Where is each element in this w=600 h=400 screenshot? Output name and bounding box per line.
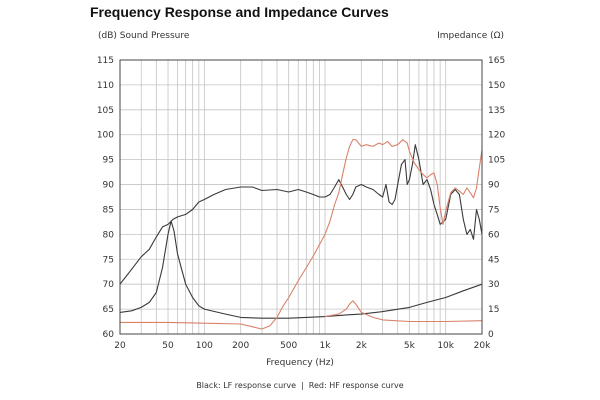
y-left-tick-label: 75 — [103, 255, 114, 265]
series-line-4 — [324, 300, 483, 323]
y-right-tick-label: 120 — [488, 131, 505, 141]
y-left-tick-label: 110 — [97, 81, 114, 91]
y-left-tick-label: 80 — [103, 230, 115, 240]
y-left-tick-label: 90 — [103, 181, 115, 191]
left-axis-label: (dB) Sound Pressure — [98, 31, 190, 41]
y-right-tick-label: 105 — [488, 156, 505, 166]
legend-black-entry: Black: LF response curve — [196, 381, 297, 390]
x-tick-label: 100 — [196, 341, 213, 351]
y-right-tick-label: 60 — [488, 230, 500, 240]
x-tick-label: 5k — [404, 341, 416, 351]
legend-caption: Black: LF response curve | Red: HF respons… — [0, 381, 600, 390]
y-left-tick-label: 85 — [103, 205, 114, 215]
series-line-3 — [120, 139, 483, 330]
x-axis-label: Frequency (Hz) — [266, 358, 334, 368]
y-left-tick-label: 60 — [103, 330, 115, 340]
x-tick-label: 200 — [232, 341, 249, 351]
series-line-2 — [119, 220, 483, 319]
x-tick-label: 50 — [162, 341, 174, 351]
x-tick-label: 500 — [280, 341, 297, 351]
x-tick-label: 1k — [320, 341, 332, 351]
y-left-tick-label: 115 — [97, 56, 114, 66]
y-left-tick-label: 65 — [103, 305, 114, 315]
chart-title: Frequency Response and Impedance Curves — [90, 4, 389, 20]
x-tick-label: 10k — [437, 341, 454, 351]
y-right-tick-label: 165 — [488, 56, 505, 66]
y-left-tick-label: 70 — [103, 280, 115, 290]
x-tick-label: 2k — [356, 341, 368, 351]
y-left-tick-label: 95 — [103, 156, 114, 166]
y-left-tick-label: 100 — [97, 131, 114, 141]
legend-separator: | — [301, 381, 304, 390]
y-right-tick-label: 75 — [488, 205, 499, 215]
y-right-tick-label: 15 — [488, 305, 499, 315]
y-left-tick-label: 105 — [97, 106, 114, 116]
series-line-1 — [119, 144, 483, 285]
y-right-tick-label: 30 — [488, 280, 500, 290]
y-right-tick-label: 150 — [488, 81, 505, 91]
y-right-tick-label: 0 — [488, 330, 494, 340]
x-tick-label: 20k — [474, 341, 491, 351]
y-right-tick-label: 135 — [488, 106, 505, 116]
plot-frame — [119, 59, 483, 335]
y-right-tick-label: 45 — [488, 255, 499, 265]
y-right-tick-label: 90 — [488, 181, 500, 191]
legend-red-entry: Red: HF response curve — [308, 381, 404, 390]
x-tick-label: 20 — [114, 341, 126, 351]
right-axis-label: Impedance (Ω) — [437, 31, 504, 41]
